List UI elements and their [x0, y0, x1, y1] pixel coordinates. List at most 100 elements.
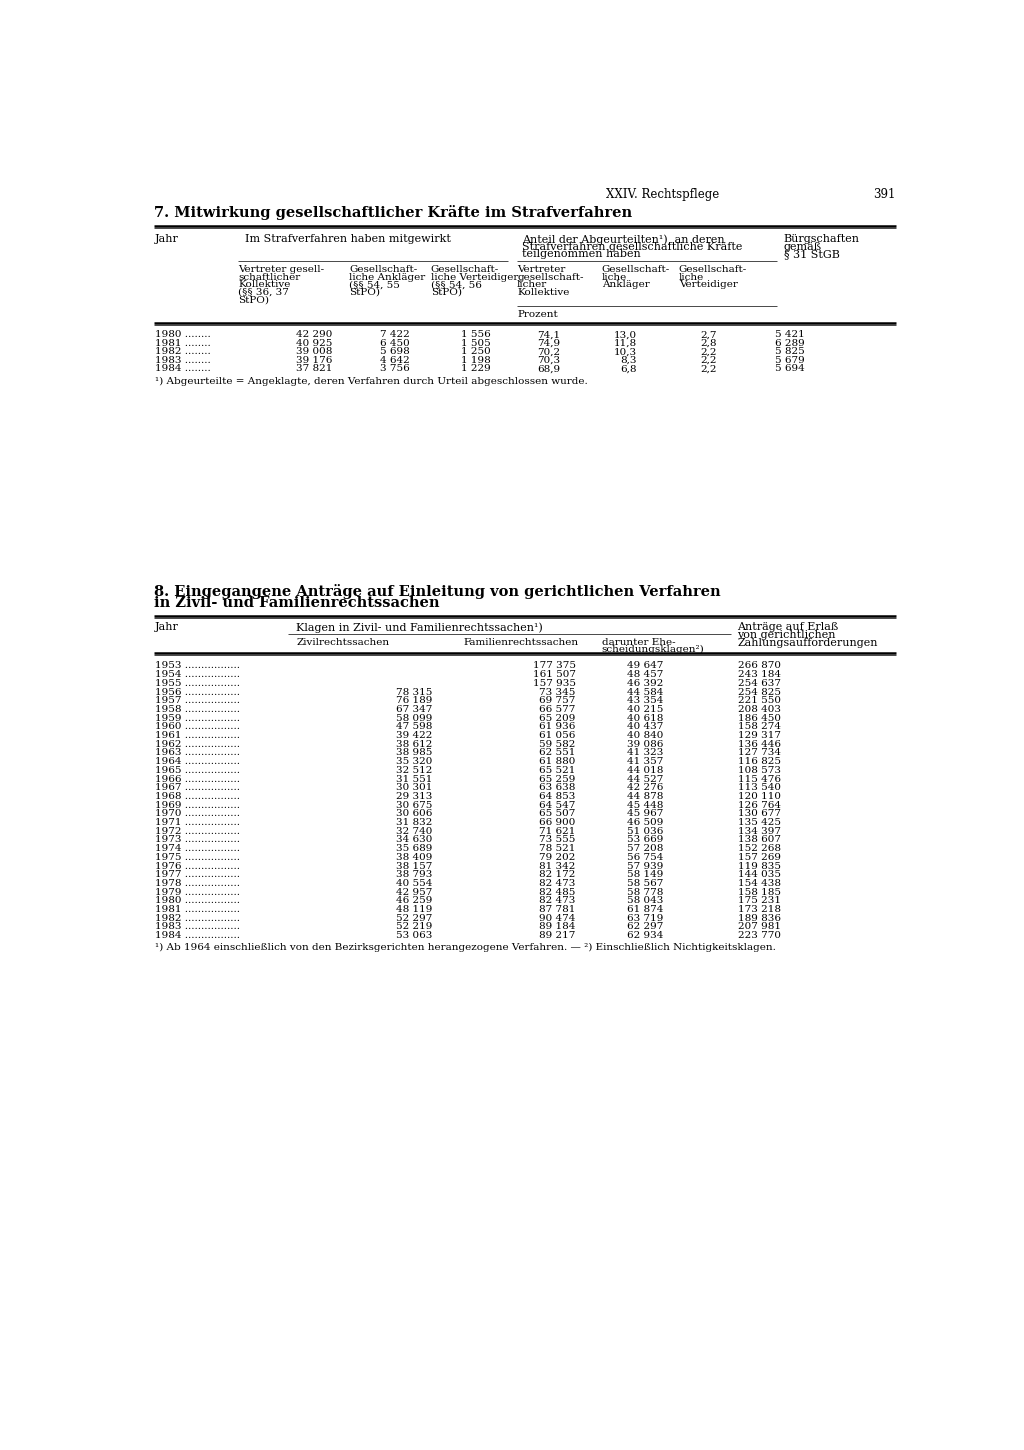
- Text: Jahr: Jahr: [156, 233, 179, 244]
- Text: 158 274: 158 274: [738, 722, 781, 731]
- Text: 1978 .................: 1978 .................: [156, 879, 241, 887]
- Text: Vertreter: Vertreter: [517, 265, 565, 274]
- Text: 40 215: 40 215: [627, 705, 664, 713]
- Text: 1953 .................: 1953 .................: [156, 661, 241, 670]
- Text: StPO): StPO): [239, 296, 269, 304]
- Text: 79 202: 79 202: [540, 853, 575, 861]
- Text: Gesellschaft-: Gesellschaft-: [349, 265, 418, 274]
- Text: Kollektive: Kollektive: [517, 289, 569, 297]
- Text: Anteil der Abgeurteilten¹), an deren: Anteil der Abgeurteilten¹), an deren: [521, 233, 724, 245]
- Text: 1 250: 1 250: [461, 347, 490, 357]
- Text: liche: liche: [679, 273, 705, 281]
- Text: 87 781: 87 781: [540, 905, 575, 914]
- Text: 44 584: 44 584: [627, 687, 664, 696]
- Text: 1963 .................: 1963 .................: [156, 748, 241, 757]
- Text: 391: 391: [873, 188, 896, 202]
- Text: Gesellschaft-: Gesellschaft-: [431, 265, 499, 274]
- Text: 65 209: 65 209: [540, 713, 575, 722]
- Text: 1970 .................: 1970 .................: [156, 809, 241, 818]
- Text: 74,9: 74,9: [538, 339, 560, 348]
- Text: 44 018: 44 018: [627, 766, 664, 774]
- Text: 130 677: 130 677: [738, 809, 781, 818]
- Text: Bürgschaften: Bürgschaften: [783, 233, 859, 244]
- Text: 157 935: 157 935: [532, 679, 575, 687]
- Text: 69 757: 69 757: [540, 696, 575, 705]
- Text: 45 448: 45 448: [627, 800, 664, 809]
- Text: 29 313: 29 313: [396, 792, 432, 800]
- Text: 42 276: 42 276: [627, 783, 664, 792]
- Text: 113 540: 113 540: [738, 783, 781, 792]
- Text: 1960 .................: 1960 .................: [156, 722, 241, 731]
- Text: Gesellschaft-: Gesellschaft-: [679, 265, 748, 274]
- Text: (§§ 54, 55: (§§ 54, 55: [349, 280, 400, 289]
- Text: 135 425: 135 425: [738, 818, 781, 826]
- Text: 6 450: 6 450: [380, 339, 410, 348]
- Text: 1966 .................: 1966 .................: [156, 774, 241, 783]
- Text: 64 547: 64 547: [540, 800, 575, 809]
- Text: 45 967: 45 967: [627, 809, 664, 818]
- Text: liche: liche: [602, 273, 627, 281]
- Text: 1969 .................: 1969 .................: [156, 800, 241, 809]
- Text: 38 612: 38 612: [396, 740, 432, 748]
- Text: 38 157: 38 157: [396, 861, 432, 870]
- Text: 82 172: 82 172: [540, 870, 575, 879]
- Text: 1982 ........: 1982 ........: [156, 347, 211, 357]
- Text: 74,1: 74,1: [538, 331, 560, 339]
- Text: 58 099: 58 099: [396, 713, 432, 722]
- Text: 68,9: 68,9: [538, 364, 560, 373]
- Text: licher: licher: [517, 280, 548, 289]
- Text: 5 698: 5 698: [380, 347, 410, 357]
- Text: 5 694: 5 694: [774, 364, 804, 373]
- Text: Verteidiger: Verteidiger: [679, 280, 737, 289]
- Text: 78 521: 78 521: [540, 844, 575, 853]
- Text: 127 734: 127 734: [738, 748, 781, 757]
- Text: 173 218: 173 218: [738, 905, 781, 914]
- Text: 8. Eingegangene Anträge auf Einleitung von gerichtlichen Verfahren: 8. Eingegangene Anträge auf Einleitung v…: [154, 584, 720, 599]
- Text: 39 086: 39 086: [627, 740, 664, 748]
- Text: 1962 .................: 1962 .................: [156, 740, 241, 748]
- Text: 76 189: 76 189: [396, 696, 432, 705]
- Text: liche Ankläger: liche Ankläger: [349, 273, 426, 281]
- Text: ¹) Abgeurteilte = Angeklagte, deren Verfahren durch Urteil abgeschlossen wurde.: ¹) Abgeurteilte = Angeklagte, deren Verf…: [156, 377, 588, 386]
- Text: von gerichtlichen: von gerichtlichen: [737, 629, 836, 639]
- Text: 30 606: 30 606: [396, 809, 432, 818]
- Text: 2,8: 2,8: [700, 339, 717, 348]
- Text: 70,2: 70,2: [538, 347, 560, 357]
- Text: 46 259: 46 259: [396, 896, 432, 905]
- Text: 82 473: 82 473: [540, 879, 575, 887]
- Text: 53 063: 53 063: [396, 931, 432, 940]
- Text: schaftlicher: schaftlicher: [239, 273, 301, 281]
- Text: 61 056: 61 056: [540, 731, 575, 740]
- Text: 65 507: 65 507: [540, 809, 575, 818]
- Text: 81 342: 81 342: [540, 861, 575, 870]
- Text: 67 347: 67 347: [396, 705, 432, 713]
- Text: 7 422: 7 422: [380, 331, 410, 339]
- Text: teilgenommen haben: teilgenommen haben: [521, 249, 640, 260]
- Text: 64 853: 64 853: [540, 792, 575, 800]
- Text: 108 573: 108 573: [738, 766, 781, 774]
- Text: 1954 .................: 1954 .................: [156, 670, 241, 679]
- Text: 46 392: 46 392: [627, 679, 664, 687]
- Text: 49 647: 49 647: [627, 661, 664, 670]
- Text: StPO): StPO): [431, 289, 462, 297]
- Text: 3 756: 3 756: [380, 364, 410, 373]
- Text: 129 317: 129 317: [738, 731, 781, 740]
- Text: 90 474: 90 474: [540, 914, 575, 922]
- Text: 59 582: 59 582: [540, 740, 575, 748]
- Text: darunter Ehe-: darunter Ehe-: [602, 638, 676, 647]
- Text: 1956 .................: 1956 .................: [156, 687, 241, 696]
- Text: in Zivil- und Familienrechtssachen: in Zivil- und Familienrechtssachen: [154, 596, 439, 610]
- Text: 42 290: 42 290: [296, 331, 333, 339]
- Text: 208 403: 208 403: [738, 705, 781, 713]
- Text: 6,8: 6,8: [621, 364, 637, 373]
- Text: 66 900: 66 900: [540, 818, 575, 826]
- Text: 1980 ........: 1980 ........: [156, 331, 211, 339]
- Text: 61 936: 61 936: [540, 722, 575, 731]
- Text: 65 259: 65 259: [540, 774, 575, 783]
- Text: 154 438: 154 438: [738, 879, 781, 887]
- Text: 40 840: 40 840: [627, 731, 664, 740]
- Text: Strafverfahren gesellschaftliche Kräfte: Strafverfahren gesellschaftliche Kräfte: [521, 242, 742, 252]
- Text: 11,8: 11,8: [614, 339, 637, 348]
- Text: 56 754: 56 754: [627, 853, 664, 861]
- Text: Im Strafverfahren haben mitgewirkt: Im Strafverfahren haben mitgewirkt: [245, 233, 451, 244]
